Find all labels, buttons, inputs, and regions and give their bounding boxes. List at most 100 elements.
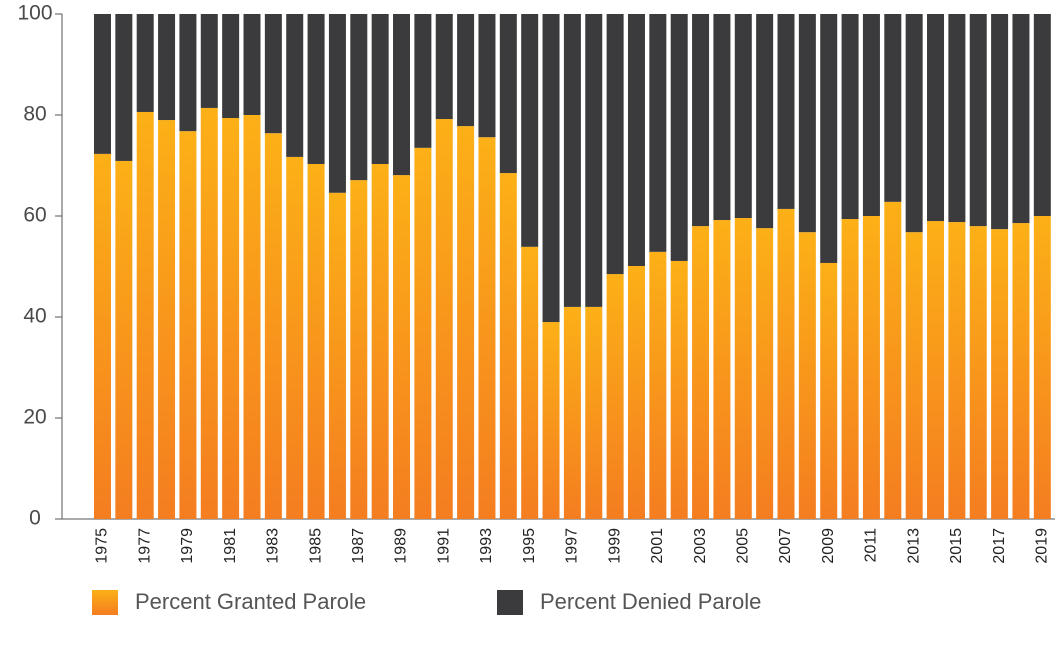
bar-segment (991, 229, 1009, 519)
bar-segment (627, 14, 645, 266)
bar-segment (585, 306, 603, 519)
bar-segment (521, 246, 539, 519)
y-tick-label: 20 (23, 406, 46, 429)
bar-segment (820, 14, 838, 263)
bar-segment (585, 14, 603, 307)
bar-segment (478, 14, 496, 138)
x-tick-label: 1983 (265, 528, 282, 564)
x-tick-label: 2009 (820, 528, 837, 564)
bar-segment (948, 14, 966, 223)
bar-segment (328, 192, 346, 519)
x-tick-label: 1991 (435, 528, 452, 564)
bar-segment (414, 147, 432, 519)
bar-segment (1012, 14, 1030, 224)
bar-segment (499, 14, 517, 174)
x-tick-label: 2005 (734, 528, 751, 564)
x-tick-label: 2019 (1034, 528, 1051, 564)
bar-segment (563, 306, 581, 519)
bar-segment (798, 14, 816, 233)
legend-swatch (497, 590, 523, 615)
bar-segment (393, 14, 411, 176)
y-tick-label: 80 (23, 103, 46, 126)
bar-segment (841, 219, 859, 519)
x-tick-label: 2011 (863, 528, 880, 563)
bar-segment (905, 14, 923, 233)
x-tick-label: 1977 (136, 528, 153, 564)
x-tick-label: 1985 (307, 528, 324, 564)
bar-segment (222, 14, 240, 119)
bar-segment (371, 14, 389, 164)
bar-segment (457, 126, 475, 520)
bar-segment (1012, 223, 1030, 519)
bar-segment (862, 14, 880, 216)
bar-segment (222, 118, 240, 519)
bar-segment (179, 131, 197, 519)
bar-segment (1033, 14, 1051, 216)
x-tick-label: 1975 (94, 528, 111, 564)
bar-segment (542, 14, 560, 323)
bar-segment (969, 226, 987, 519)
bar-segment (713, 220, 731, 520)
bar-segment (307, 163, 325, 520)
bar-segment (670, 14, 688, 261)
bar-segment (286, 14, 304, 157)
x-tick-label: 1981 (222, 528, 239, 564)
bar-segment (264, 133, 282, 519)
y-tick-label: 40 (23, 305, 46, 328)
bar-segment (969, 14, 987, 227)
legend-swatch (92, 590, 118, 615)
bar-segment (115, 14, 133, 161)
x-tick-label: 1989 (393, 528, 410, 564)
bar-segment (927, 14, 945, 222)
bar-segment (734, 218, 752, 519)
bar-segment (371, 163, 389, 520)
bar-segment (627, 265, 645, 519)
bar-segment (777, 14, 795, 209)
x-tick-label: 2017 (991, 528, 1008, 564)
bar-segment (927, 221, 945, 520)
bar-segment (435, 14, 453, 120)
y-tick-label: 0 (29, 507, 41, 530)
bar-segment (606, 14, 624, 275)
bar-segment (670, 260, 688, 519)
bar-segment (820, 262, 838, 519)
bar-segment (179, 14, 197, 132)
bar-segment (713, 14, 731, 221)
bar-segment (606, 274, 624, 519)
bar-segment (649, 251, 667, 520)
bar-segment (115, 160, 133, 519)
bar-segment (862, 216, 880, 519)
bar-segment (756, 228, 774, 519)
bar-segment (350, 180, 368, 519)
bar-segment (136, 111, 154, 519)
x-tick-label: 1993 (478, 528, 495, 564)
bar-segment (136, 14, 154, 112)
x-tick-label: 1997 (564, 528, 581, 564)
x-tick-label: 1999 (606, 528, 623, 564)
bar-segment (734, 14, 752, 219)
bar-segment (563, 14, 581, 307)
bar-segment (414, 14, 432, 148)
bar-segment (286, 156, 304, 520)
bar-segment (948, 222, 966, 519)
bar-segment (93, 153, 111, 519)
bar-segment (884, 201, 902, 520)
bar-segment (1033, 216, 1051, 519)
bar-segment (264, 14, 282, 134)
bar-segment (200, 14, 218, 108)
bar-segment (649, 14, 667, 252)
x-tick-label: 1979 (179, 528, 196, 564)
legend-label: Percent Denied Parole (540, 589, 761, 614)
x-tick-label: 2007 (777, 528, 794, 564)
bar-segment (158, 120, 176, 520)
y-tick-label: 60 (23, 204, 46, 227)
x-tick-label: 1995 (521, 528, 538, 564)
x-tick-label: 1987 (350, 528, 367, 564)
bar-segment (435, 119, 453, 519)
bar-segment (200, 107, 218, 520)
bar-segment (457, 14, 475, 127)
bar-segment (991, 14, 1009, 230)
x-tick-label: 2013 (905, 528, 922, 564)
bar-segment (798, 232, 816, 519)
